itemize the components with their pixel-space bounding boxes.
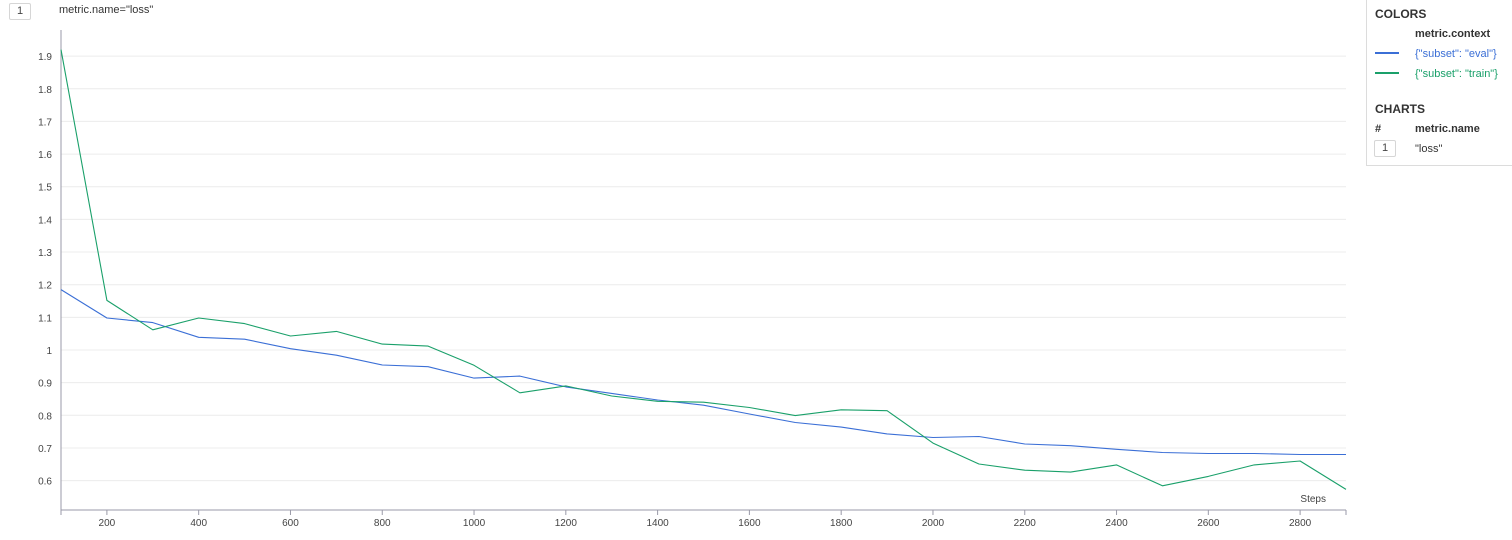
y-tick-label: 1.5 — [38, 183, 52, 194]
chart-axes — [60, 30, 1347, 515]
charts-heading: CHARTS — [1375, 102, 1425, 116]
y-tick-label: 1.4 — [38, 215, 52, 226]
series-line-eval[interactable] — [60, 289, 1346, 456]
x-tick-label: 1000 — [463, 518, 486, 529]
x-tick-label: 2000 — [922, 518, 945, 529]
x-tick-label: 2200 — [1014, 518, 1037, 529]
x-tick-label: 1600 — [738, 518, 761, 529]
y-tick-label: 1.6 — [38, 150, 52, 161]
series-lines — [60, 49, 1347, 490]
series-line-train[interactable] — [60, 49, 1347, 490]
x-tick-label: 1400 — [646, 518, 669, 529]
charts-row-name: "loss" — [1415, 143, 1443, 155]
loss-line-chart[interactable]: 0.6 0.7 0.8 0.9 1 1.1 1.2 1.3 1.4 1.5 1.6 1.7 1.8 1.9… — [0, 0, 1360, 540]
chart-title: metric.name="loss" — [59, 4, 154, 16]
y-tick-label: 1.2 — [38, 281, 52, 292]
y-tick-label: 1.9 — [38, 52, 52, 63]
x-tick-label: 600 — [282, 518, 299, 529]
x-tick-label: 2800 — [1289, 518, 1312, 529]
x-tick-label: 1200 — [555, 518, 578, 529]
legend-panel: COLORS metric.context {"subset": "eval"}… — [1366, 0, 1512, 166]
y-axis-ticks: 0.6 0.7 0.8 0.9 1 1.1 1.2 1.3 1.4 1.5 1.6 1.7 1.8 1.9 — [38, 52, 52, 487]
x-tick-label: 2600 — [1197, 518, 1220, 529]
x-tick-label: 2400 — [1105, 518, 1128, 529]
x-tick-label: 800 — [374, 518, 391, 529]
y-tick-label: 1 — [46, 346, 52, 357]
x-tick-label: 200 — [99, 518, 116, 529]
legend-swatch-train — [1375, 72, 1399, 74]
y-tick-label: 1.1 — [38, 313, 52, 324]
y-tick-label: 1.8 — [38, 85, 52, 96]
y-tick-label: 0.6 — [38, 477, 52, 488]
x-tick-label: 1800 — [830, 518, 853, 529]
grid-lines — [61, 55, 1346, 482]
y-tick-label: 1.7 — [38, 117, 52, 128]
colors-heading: COLORS — [1375, 7, 1427, 21]
charts-index-header: # — [1375, 123, 1382, 135]
chart-index-badge: 1 — [9, 3, 31, 20]
y-tick-label: 0.8 — [38, 411, 52, 422]
legend-label-train[interactable]: {"subset": "train"} — [1415, 68, 1498, 80]
x-axis-label: Steps — [1300, 494, 1326, 505]
charts-name-header: metric.name — [1415, 123, 1480, 135]
x-axis-ticks: 200 400 600 800 1000 1200 1400 1600 1800 2000 2200… — [99, 510, 1312, 529]
legend-label-eval[interactable]: {"subset": "eval"} — [1415, 48, 1497, 60]
x-tick-label: 400 — [190, 518, 207, 529]
color-column-header: metric.context — [1415, 28, 1491, 40]
y-tick-label: 0.7 — [38, 444, 52, 455]
legend-swatch-eval — [1375, 52, 1399, 54]
y-tick-label: 0.9 — [38, 379, 52, 390]
y-tick-label: 1.3 — [38, 248, 52, 259]
charts-row-index[interactable]: 1 — [1374, 140, 1396, 157]
